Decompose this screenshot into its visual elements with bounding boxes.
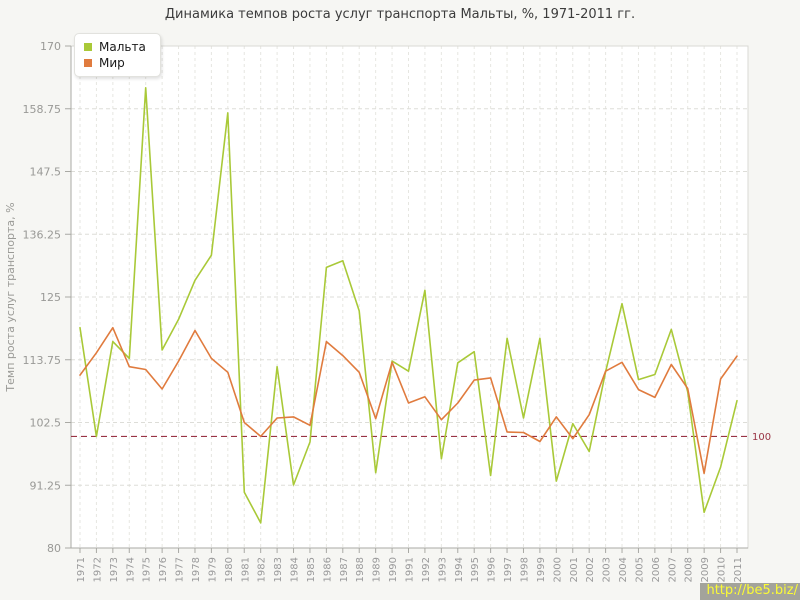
x-tick-label: 2001 (569, 557, 580, 582)
x-tick-label: 1990 (388, 557, 399, 582)
x-tick-label: 1987 (339, 557, 350, 582)
y-tick-label: 136.25 (23, 228, 62, 241)
legend: Мальта Мир (74, 33, 161, 77)
x-tick-label: 1998 (519, 557, 530, 582)
x-tick-label: 1982 (257, 557, 268, 582)
x-tick-label: 1971 (76, 557, 87, 582)
x-tick-label: 2010 (717, 557, 728, 582)
x-tick-label: 2004 (618, 557, 629, 582)
x-tick-label: 2003 (602, 557, 613, 582)
x-tick-label: 2000 (552, 557, 563, 582)
x-tick-label: 2007 (667, 557, 678, 582)
x-tick-label: 1974 (125, 557, 136, 582)
series-line-mir (79, 326, 738, 475)
x-tick-label: 1978 (191, 557, 202, 582)
x-tick-label: 1992 (421, 557, 432, 582)
x-tick-label: 1993 (437, 557, 448, 582)
chart-title: Динамика темпов роста услуг транспорта М… (164, 7, 636, 22)
x-tick-label: 1997 (503, 557, 514, 582)
x-tick-label: 2005 (634, 557, 645, 582)
reference-line-label: 100 (752, 432, 771, 443)
x-tick-label: 2008 (684, 557, 695, 582)
x-tick-label: 1988 (355, 557, 366, 582)
x-tick-label: 1985 (306, 557, 317, 582)
x-tick-label: 1984 (290, 557, 301, 582)
y-tick-label: 158.75 (23, 103, 62, 116)
y-tick-label: 125 (40, 291, 61, 304)
x-tick-label: 1980 (224, 557, 235, 582)
y-axis-title: Темп роста услуг транспорта, % (4, 202, 17, 392)
legend-marker-malta (84, 43, 92, 51)
y-tick-label: 80 (47, 542, 61, 555)
x-tick-label: 2009 (700, 557, 711, 582)
y-tick-label: 170 (40, 40, 61, 53)
x-tick-label: 1981 (240, 557, 251, 582)
x-tick-label: 1999 (536, 557, 547, 582)
legend-marker-mir (84, 59, 92, 67)
x-tick-label: 1976 (158, 557, 169, 582)
x-tick-label: 1979 (207, 557, 218, 582)
legend-label-mir: Мир (99, 56, 125, 70)
x-tick-label: 1991 (405, 557, 416, 582)
x-tick-label: 1994 (454, 557, 465, 582)
x-tick-label: 1983 (273, 557, 284, 582)
x-tick-label: 2011 (733, 557, 744, 582)
y-tick-label: 91.25 (30, 479, 62, 492)
x-tick-label: 1972 (92, 557, 103, 582)
x-tick-label: 1995 (470, 557, 481, 582)
watermark-link[interactable]: http://be5.biz/ (700, 583, 800, 600)
series-line-malta (79, 87, 738, 524)
y-tick-label: 147.5 (30, 166, 62, 179)
legend-item-mir: Мир (84, 55, 146, 71)
legend-item-malta: Мальта (84, 39, 146, 55)
y-tick-label: 113.75 (23, 354, 62, 367)
y-tick-label: 102.5 (30, 417, 62, 430)
x-tick-label: 1977 (175, 557, 186, 582)
x-tick-label: 1986 (322, 557, 333, 582)
x-tick-label: 1975 (142, 557, 153, 582)
x-tick-label: 2006 (651, 557, 662, 582)
x-tick-label: 1973 (109, 557, 120, 582)
x-tick-label: 1989 (372, 557, 383, 582)
x-tick-label: 1996 (487, 557, 498, 582)
x-tick-label: 2002 (585, 557, 596, 582)
legend-label-malta: Мальта (99, 40, 146, 54)
